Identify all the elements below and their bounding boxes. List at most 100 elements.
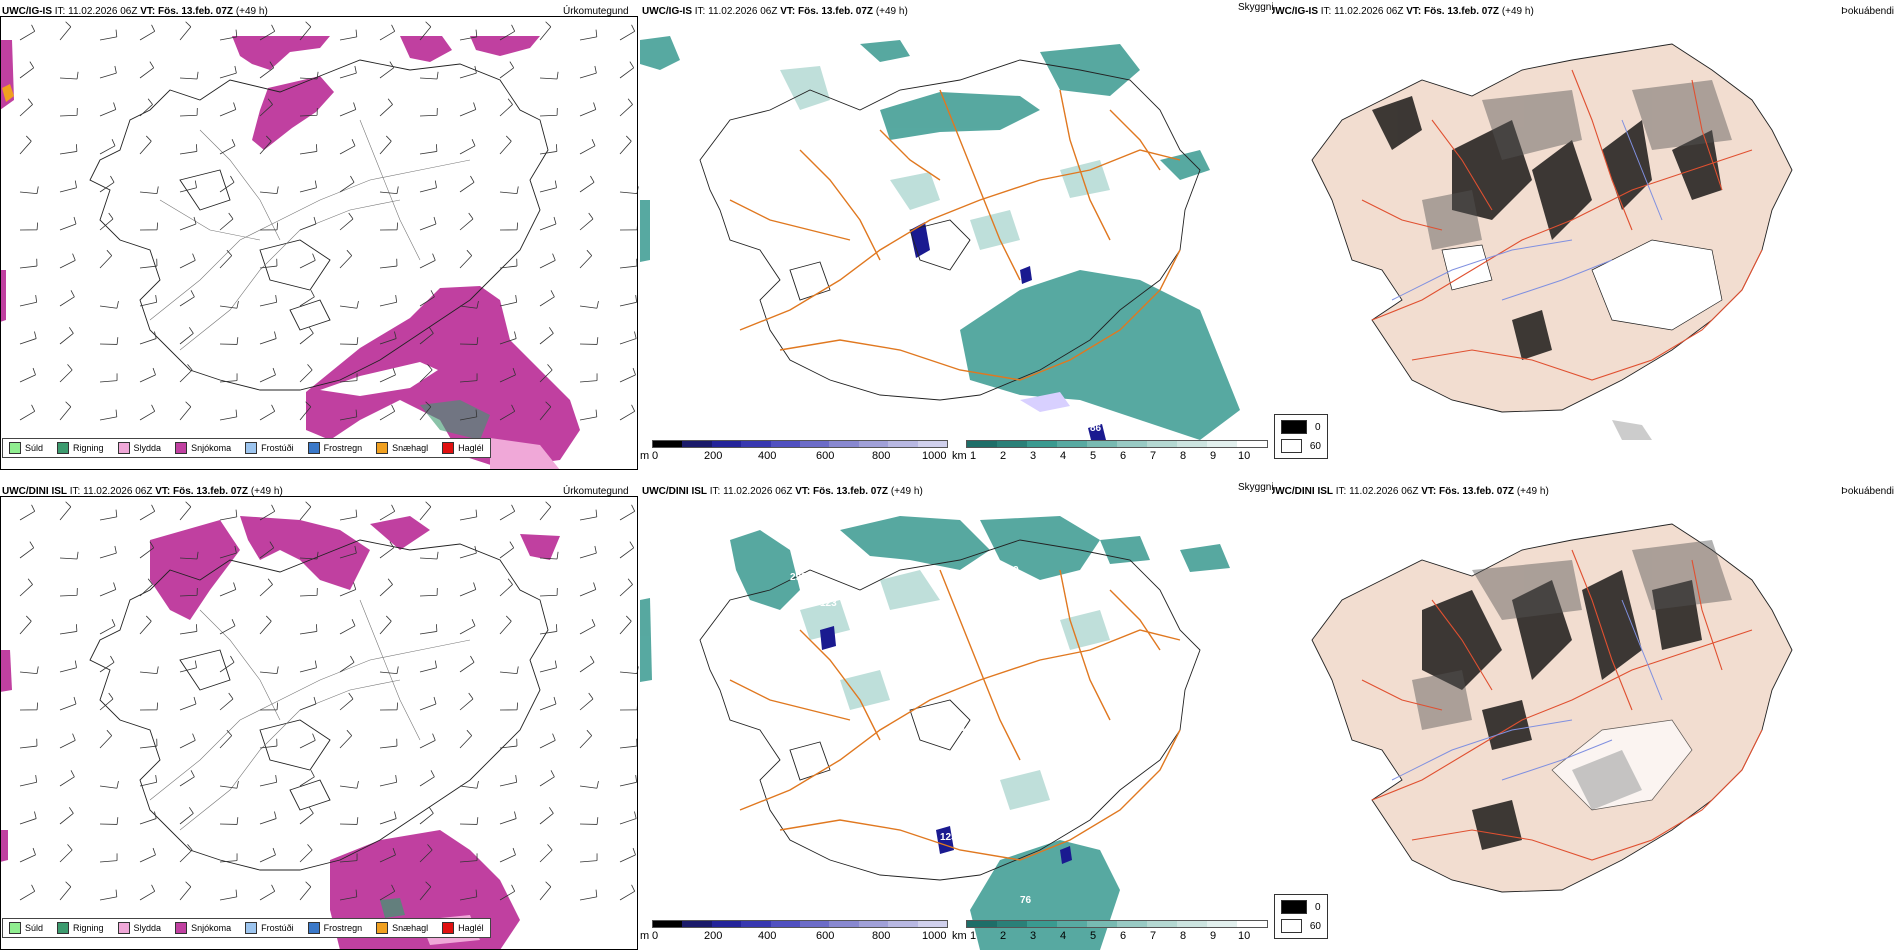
- wind-barb: [19, 811, 37, 825]
- wind-barb: [19, 295, 38, 307]
- wind-barb: [99, 545, 117, 559]
- fog-swatch: [1281, 919, 1302, 933]
- wind-barb: [139, 504, 156, 521]
- map-number-label: 86: [1090, 423, 1102, 434]
- wind-barb: [539, 107, 558, 117]
- visibility-unit: km: [952, 450, 967, 462]
- legend-swatch: [57, 442, 70, 454]
- wind-barb: [379, 24, 396, 41]
- wind-barb: [179, 216, 197, 231]
- wind-barb: [419, 21, 432, 41]
- model-name: UWC/IG-IS: [2, 6, 52, 17]
- ceiling-tick: 1000: [922, 450, 947, 462]
- legend-swatch: [442, 442, 455, 454]
- precip-legend-row2: Súld Rigning Slydda Snjókoma Frostúði Fr…: [2, 918, 491, 938]
- wind-barb: [419, 144, 438, 155]
- wind-barb: [379, 811, 397, 825]
- precip-legend-row1: Súld Rigning Slydda Snjókoma Frostúði Fr…: [2, 438, 491, 458]
- legend-swatch: [9, 442, 21, 454]
- wind-barb: [339, 889, 358, 901]
- legend-item: Haglél: [442, 922, 484, 934]
- wind-barb: [619, 367, 636, 383]
- wind-barb: [539, 770, 555, 787]
- visibility-tick: 10: [1238, 930, 1251, 942]
- legend-item: Súld: [9, 442, 43, 454]
- wind-barb: [99, 853, 118, 863]
- it-label: IT:: [694, 6, 706, 17]
- wind-barb: [219, 545, 237, 559]
- wind-barb: [59, 144, 78, 155]
- wind-barb: [139, 666, 159, 675]
- wind-barb: [459, 889, 478, 901]
- wind-barb: [179, 881, 192, 901]
- wind-barb: [139, 98, 153, 117]
- wind-barb: [299, 216, 317, 231]
- wind-barb: [259, 504, 276, 521]
- map-number-label: 398: [938, 378, 955, 389]
- legend-item: Rigning: [57, 922, 104, 934]
- wind-barb: [619, 578, 633, 597]
- wind-barb: [339, 102, 357, 117]
- precip-title-row1: UWC/IG-IS IT: 11.02.2026 06Z VT: Fös. 13…: [2, 6, 268, 18]
- wind-barb: [499, 666, 519, 675]
- wind-barb: [99, 212, 114, 231]
- map-number-label: 744: [1054, 776, 1071, 787]
- ceiling-tick: 600: [816, 450, 835, 462]
- wind-barb: [619, 811, 637, 825]
- wind-barb: [259, 615, 272, 635]
- wind-barb: [299, 881, 312, 901]
- wind-barb: [139, 186, 159, 195]
- wind-barb: [459, 102, 477, 117]
- wind-barb: [139, 367, 156, 383]
- wind-barb: [19, 666, 39, 675]
- wind-barb: [219, 29, 238, 41]
- wind-barb: [499, 738, 518, 749]
- visibility-tick: 6: [1120, 450, 1127, 462]
- wind-barb: [379, 331, 397, 345]
- wind-barb: [339, 249, 353, 269]
- wind-barb: [619, 186, 639, 195]
- wind-barb: [619, 135, 632, 155]
- wind-barb: [219, 853, 238, 863]
- vt-value: Fös. 13.feb. 07Z: [158, 6, 234, 17]
- wind-barb: [579, 65, 597, 79]
- precip-panel-row2: UWC/DINI ISL IT: 11.02.2026 06Z VT: Fös.…: [0, 480, 640, 950]
- ceiling-tick: 400: [758, 450, 777, 462]
- it-value: 11.02.2026 06Z: [1349, 486, 1419, 497]
- legend-item: Frostúði: [245, 442, 294, 454]
- ceiling-tick: 200: [704, 930, 723, 942]
- wind-barb: [499, 884, 516, 901]
- wind-barb: [459, 692, 474, 711]
- wind-barb: [259, 258, 278, 269]
- wind-barb: [459, 409, 478, 421]
- wind-barb: [139, 615, 152, 635]
- wind-barb: [139, 884, 156, 901]
- visibility-tick: 7: [1150, 450, 1157, 462]
- wind-barb: [59, 401, 72, 421]
- wind-barb: [579, 729, 593, 749]
- wind-barb: [179, 844, 193, 863]
- ceiling-colorbar-row1: m 0 200 400 600 800 1000: [640, 440, 960, 470]
- wind-barb: [459, 509, 478, 521]
- map-number-label: 394: [948, 723, 965, 734]
- wind-barb: [379, 295, 398, 307]
- wind-barb: [579, 817, 599, 825]
- wind-barb: [59, 501, 72, 521]
- wind-barb: [19, 541, 35, 559]
- wind-barb: [19, 738, 38, 749]
- wind-barb: [99, 102, 117, 117]
- visibility-tick: 5: [1090, 450, 1097, 462]
- fog-swatch: [1281, 900, 1307, 914]
- wind-barb: [259, 702, 279, 711]
- wind-barb: [459, 781, 479, 789]
- lead-time: (+49 h): [250, 486, 283, 497]
- wind-barb: [459, 175, 475, 193]
- visibility-tick: 9: [1210, 930, 1217, 942]
- wind-barb: [619, 24, 636, 41]
- wind-barb: [299, 71, 319, 80]
- wind-barb: [219, 781, 239, 789]
- wind-barb: [99, 729, 113, 749]
- wind-barb: [139, 702, 159, 711]
- visibility-map-row1: [640, 36, 1240, 444]
- it-value: 11.02.2026 06Z: [708, 6, 778, 17]
